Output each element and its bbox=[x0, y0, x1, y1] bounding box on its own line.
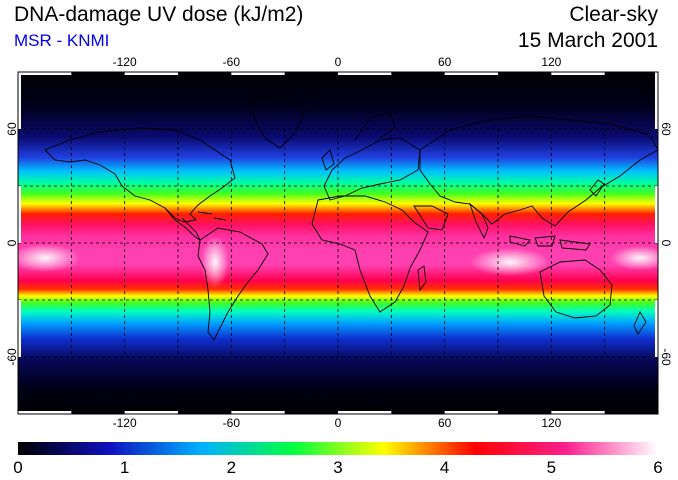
lon-label-bottom: 120 bbox=[541, 416, 561, 430]
lon-label-bottom: 60 bbox=[438, 416, 452, 430]
uv-highlights bbox=[18, 236, 658, 288]
lat-label-left: 0 bbox=[5, 239, 19, 246]
lon-label-bottom: -120 bbox=[113, 416, 137, 430]
frame-tick bbox=[18, 300, 21, 357]
frame-tick bbox=[18, 72, 21, 129]
uv-dose-world-map: -120 -60 0 60 120 -120 -60 0 60 120 60 0 -60 60 0 -6… bbox=[5, 55, 673, 430]
frame-tick bbox=[18, 411, 72, 414]
graticule bbox=[18, 128, 658, 358]
lon-label-top: 60 bbox=[438, 55, 452, 69]
lat-label-left: -60 bbox=[5, 348, 19, 366]
lon-label-top: -60 bbox=[223, 55, 241, 69]
sky-condition-label: Clear-sky bbox=[569, 3, 658, 26]
coastlines bbox=[18, 95, 658, 399]
lon-label-bottom: 0 bbox=[335, 416, 342, 430]
lat-label-right: 0 bbox=[659, 240, 673, 247]
frame-tick bbox=[551, 411, 605, 414]
colorbar bbox=[18, 442, 658, 455]
frame-tick bbox=[18, 186, 21, 243]
colorbar-tick-label: 5 bbox=[546, 458, 557, 477]
map-title: DNA-damage UV dose (kJ/m2) bbox=[14, 3, 304, 26]
frame-tick bbox=[124, 72, 178, 75]
frame-tick bbox=[551, 72, 605, 75]
frame-tick bbox=[444, 72, 498, 75]
frame-ticks bbox=[18, 72, 658, 414]
colorbar-tick-label: 0 bbox=[13, 458, 23, 477]
lat-label-right: 60 bbox=[659, 122, 673, 136]
longitude-labels-top: -120 -60 0 60 120 bbox=[113, 55, 562, 69]
colorbar-tick-label: 1 bbox=[119, 458, 130, 477]
colorbar-tick-label: 6 bbox=[653, 458, 663, 477]
colorbar-tick-label: 2 bbox=[226, 458, 237, 477]
lon-label-top: 0 bbox=[335, 55, 342, 69]
frame-tick bbox=[231, 411, 285, 414]
frame-tick bbox=[338, 72, 392, 75]
frame-tick bbox=[231, 72, 285, 75]
lon-label-top: 120 bbox=[541, 55, 561, 69]
lon-label-bottom: -60 bbox=[223, 416, 241, 430]
frame-tick bbox=[655, 72, 658, 129]
frame-tick bbox=[655, 186, 658, 243]
lon-label-top: -120 bbox=[113, 55, 137, 69]
latitude-labels-left: 60 0 -60 bbox=[5, 122, 19, 366]
frame-tick bbox=[18, 72, 72, 75]
data-source-label: MSR - KNMI bbox=[14, 31, 110, 50]
lat-label-right: -60 bbox=[659, 348, 673, 366]
colorbar-tick-label: 3 bbox=[333, 458, 343, 477]
colorbar-tick-label: 4 bbox=[439, 458, 450, 477]
map-frame bbox=[17, 71, 659, 415]
frame-tick bbox=[124, 411, 178, 414]
date-label: 15 March 2001 bbox=[517, 29, 658, 52]
frame-tick bbox=[444, 411, 498, 414]
latitude-labels-right: 60 0 -60 bbox=[659, 122, 673, 366]
frame-tick bbox=[338, 411, 392, 414]
frame-tick bbox=[655, 300, 658, 357]
longitude-labels-bottom: -120 -60 0 60 120 bbox=[113, 416, 562, 430]
lat-label-left: 60 bbox=[5, 122, 19, 136]
